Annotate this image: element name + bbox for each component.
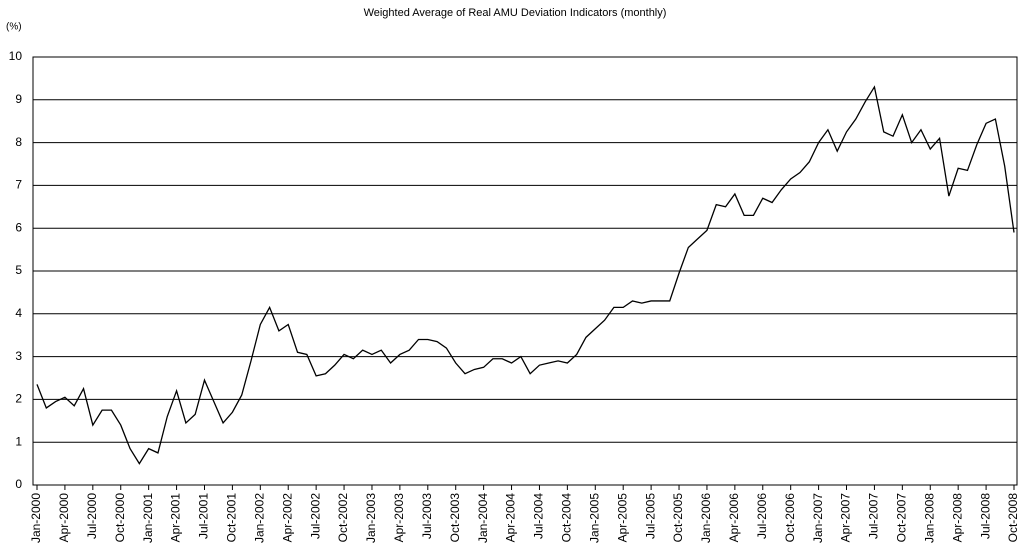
x-tick-label: Apr-2003 (392, 493, 406, 543)
y-tick-label: 1 (15, 434, 22, 448)
x-tick-label: Jul-2001 (197, 493, 211, 539)
x-tick-label: Oct-2008 (1006, 493, 1020, 543)
x-tick-label: Jan-2002 (252, 493, 266, 543)
x-tick-label: Jul-2003 (420, 493, 434, 539)
x-tick-label: Apr-2002 (280, 493, 294, 543)
x-tick-label: Jan-2001 (141, 493, 155, 543)
y-tick-label: 5 (15, 263, 22, 277)
y-unit-label: (%) (6, 22, 22, 33)
x-tick-label: Oct-2001 (225, 493, 239, 543)
x-tick-label: Oct-2006 (783, 493, 797, 543)
x-tick-label: Apr-2008 (950, 493, 964, 543)
y-tick-label: 2 (15, 392, 22, 406)
x-tick-label: Jan-2006 (699, 493, 713, 543)
x-tick-label: Jul-2008 (978, 493, 992, 539)
x-tick-label: Jul-2000 (85, 493, 99, 539)
x-tick-label: Oct-2005 (671, 493, 685, 543)
y-tick-label: 10 (9, 49, 23, 63)
y-tick-label: 8 (15, 135, 22, 149)
x-tick-label: Jan-2000 (29, 493, 43, 543)
x-tick-label: Apr-2001 (169, 493, 183, 543)
x-tick-label: Jan-2007 (811, 493, 825, 543)
y-tick-label: 6 (15, 220, 22, 234)
x-tick-label: Jul-2002 (308, 493, 322, 539)
x-tick-label: Apr-2006 (727, 493, 741, 543)
x-tick-label: Apr-2005 (615, 493, 629, 543)
x-tick-label: Oct-2000 (113, 493, 127, 543)
x-tick-label: Jan-2008 (922, 493, 936, 543)
x-tick-label: Jul-2005 (643, 493, 657, 539)
data-line (36, 85, 1015, 465)
x-tick-label: Jan-2004 (476, 493, 490, 543)
x-tick-label: Jan-2003 (364, 493, 378, 543)
y-tick-label: 3 (15, 349, 22, 363)
chart-title: Weighted Average of Real AMU Deviation I… (364, 7, 667, 19)
y-tick-label: 7 (15, 178, 22, 192)
x-tick-label: Oct-2007 (895, 493, 909, 543)
y-tick-label: 9 (15, 92, 22, 106)
x-tick-label: Apr-2000 (57, 493, 71, 543)
x-tick-label: Jul-2007 (867, 493, 881, 539)
x-tick-label: Oct-2003 (448, 493, 462, 543)
x-tick-label: Oct-2002 (336, 493, 350, 543)
x-tick-label: Oct-2004 (560, 493, 574, 543)
x-tick-label: Jul-2004 (532, 493, 546, 539)
x-tick-label: Jan-2005 (587, 493, 601, 543)
y-tick-label: 0 (15, 477, 22, 491)
y-tick-label: 4 (15, 306, 22, 320)
x-tick-label: Apr-2007 (839, 493, 853, 543)
x-tick-label: Jul-2006 (755, 493, 769, 539)
x-tick-label: Apr-2004 (504, 493, 518, 543)
